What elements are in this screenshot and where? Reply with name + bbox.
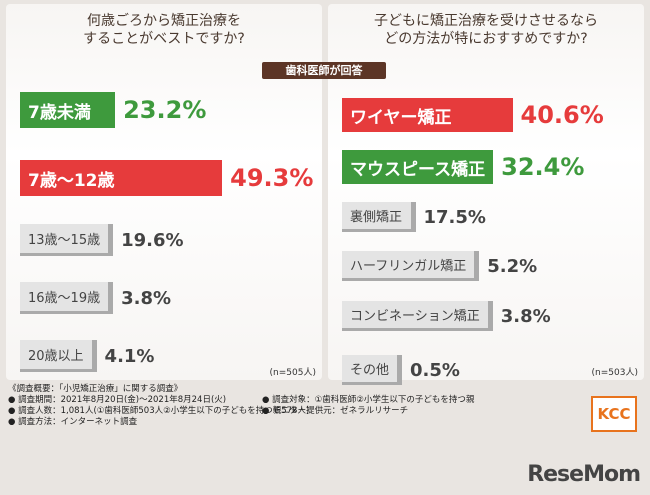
- bar: 裏側矯正: [342, 202, 416, 232]
- sample-note: (n=505人): [269, 368, 316, 378]
- bar-row: 7歳未満 23.2%: [20, 92, 206, 128]
- bar-row: ハーフリンガル矯正 5.2%: [342, 249, 537, 283]
- value-label: 4.1%: [104, 345, 155, 367]
- bar-row: 13歳〜15歳 19.6%: [20, 222, 184, 258]
- bar-label: マウスピース矯正: [350, 159, 486, 180]
- bar-label: その他: [350, 363, 390, 378]
- footer-line: ● 調査方法：インターネット調査: [8, 417, 138, 427]
- bar-row: マウスピース矯正 32.4%: [342, 150, 584, 184]
- value-label: 40.6%: [520, 101, 604, 129]
- bar: 16歳〜19歳: [20, 282, 114, 314]
- value-label: 23.2%: [123, 96, 207, 124]
- bar: 13歳〜15歳: [20, 224, 114, 256]
- bar-row: コンビネーション矯正 3.8%: [342, 299, 551, 333]
- right-panel: 子どもに矯正治療を受けさせるなら どの方法が特におすすめですか? ワイヤー矯正 40…: [328, 4, 644, 385]
- value-label: 17.5%: [423, 206, 486, 228]
- bar-label: 7歳〜12歳: [28, 170, 115, 191]
- badge: 歯科医師が回答: [262, 62, 386, 79]
- bar: ワイヤー矯正: [342, 98, 513, 132]
- chart-title: 何歳ごろから矯正治療を することがベストですか?: [83, 13, 245, 47]
- bar: その他: [342, 355, 403, 385]
- bar-label: 裏側矯正: [350, 210, 403, 225]
- logo: KCC: [591, 396, 637, 432]
- footer-line: ● 調査人数：1,081人(①歯科医師503人②小学生以下の子どもを持つ親578…: [8, 406, 310, 416]
- bar: 20歳以上: [20, 340, 97, 372]
- value-label: 3.8%: [121, 287, 172, 309]
- bar-row: 16歳〜19歳 3.8%: [20, 280, 171, 316]
- bar-label: ハーフリンガル矯正: [350, 259, 467, 274]
- value-label: 19.6%: [121, 229, 184, 251]
- bar: 7歳〜12歳: [20, 160, 223, 196]
- left-panel: 何歳ごろから矯正治療を することがベストですか? 7歳未満 23.2% 7歳〜12歳 4…: [6, 4, 322, 380]
- value-label: 49.3%: [230, 164, 314, 192]
- chart-title: 子どもに矯正治療を受けさせるなら どの方法が特におすすめですか?: [374, 13, 598, 47]
- bar: 7歳未満: [20, 92, 116, 128]
- brand: ReseMom: [527, 462, 641, 487]
- bar-label: 16歳〜19歳: [28, 291, 101, 306]
- bar: ハーフリンガル矯正: [342, 251, 480, 281]
- bar: マウスピース矯正: [342, 150, 494, 184]
- footer-line: ● 調査期間：2021年8月20日(金)〜2021年8月24日(火): [8, 395, 227, 405]
- bar-row: その他 0.5%: [342, 353, 460, 387]
- footer-line: ● 調査対象：①歯科医師②小学生以下の子どもを持つ親: [262, 395, 475, 405]
- bar-label: コンビネーション矯正: [350, 309, 480, 324]
- value-label: 32.4%: [501, 153, 585, 181]
- bar: コンビネーション矯正: [342, 301, 493, 331]
- footer-line: ● モニター提供元：ゼネラルリサーチ: [262, 406, 409, 416]
- value-label: 3.8%: [500, 305, 551, 327]
- bar-label: 13歳〜15歳: [28, 233, 101, 248]
- bar-row: 7歳〜12歳 49.3%: [20, 160, 313, 196]
- bar-row: 20歳以上 4.1%: [20, 338, 154, 374]
- bar-row: 裏側矯正 17.5%: [342, 200, 486, 234]
- bar-label: ワイヤー矯正: [350, 107, 452, 128]
- footer-left: 《調査概要：「小児矯正治療」に関する調査》 ● 調査期間：2021年8月20日(金…: [8, 384, 309, 428]
- bar-label: 20歳以上: [28, 349, 84, 364]
- footer-line: 《調査概要：「小児矯正治療」に関する調査》: [8, 384, 183, 394]
- bar-label: 7歳未満: [28, 102, 91, 123]
- sample-note: (n=503人): [591, 368, 638, 378]
- value-label: 5.2%: [487, 255, 538, 277]
- footer-right: ● 調査対象：①歯科医師②小学生以下の子どもを持つ親 ● モニター提供元：ゼネラル…: [262, 384, 474, 417]
- value-label: 0.5%: [410, 359, 460, 381]
- bar-row: ワイヤー矯正 40.6%: [342, 98, 604, 132]
